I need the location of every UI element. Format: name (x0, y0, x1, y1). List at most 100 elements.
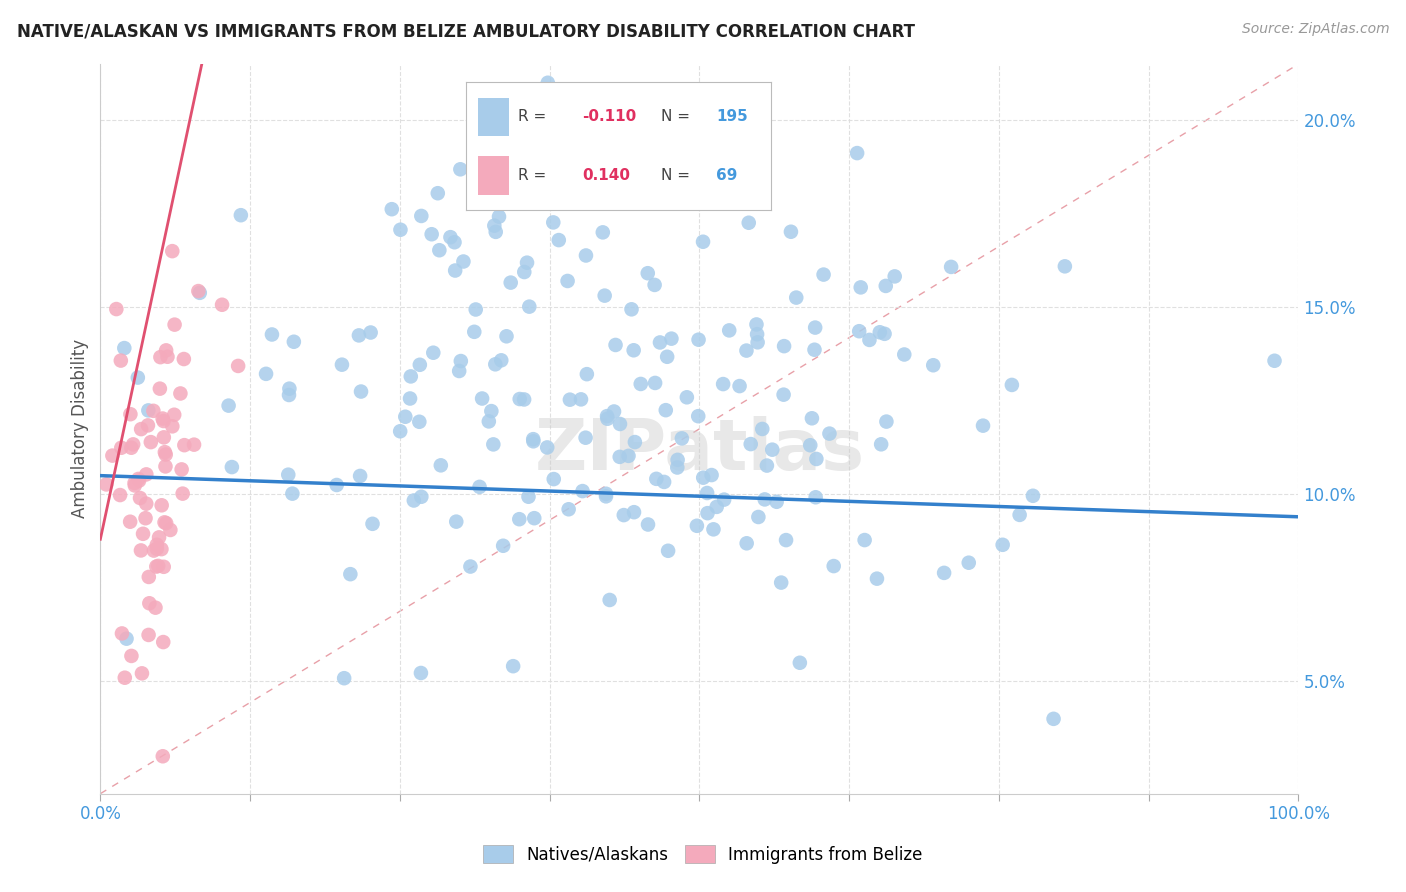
Point (325, 478, 347, 492)
Point (254, 367, 277, 381)
Point (120, 515, 142, 529)
Point (745, 327, 768, 342)
Point (464, 302, 486, 317)
Point (135, 511, 157, 525)
Point (278, 382, 301, 396)
Point (745, 318, 768, 332)
Point (609, 450, 631, 464)
Point (804, 490, 827, 504)
Point (135, 467, 157, 482)
Point (543, 215, 565, 229)
Point (484, 219, 506, 233)
Point (780, 225, 803, 239)
Point (853, 533, 876, 547)
Point (742, 145, 765, 159)
Point (666, 460, 689, 475)
Point (120, 441, 142, 455)
Point (883, 269, 905, 284)
Point (399, 369, 422, 384)
Point (676, 390, 699, 404)
Point (155, 516, 177, 531)
Point (593, 288, 616, 302)
Point (420, 227, 443, 242)
Point (1008, 508, 1031, 522)
Point (484, 357, 506, 371)
Point (613, 508, 636, 522)
Point (657, 543, 679, 558)
Point (159, 523, 181, 537)
Point (537, 76, 560, 90)
Point (333, 671, 356, 685)
Point (1053, 260, 1076, 274)
Point (460, 559, 482, 574)
Point (755, 458, 778, 473)
Point (360, 326, 382, 340)
Point (875, 415, 897, 429)
Point (120, 648, 142, 663)
Point (499, 276, 522, 290)
Point (138, 596, 160, 610)
Point (623, 505, 645, 519)
Point (426, 186, 449, 201)
Point (135, 497, 157, 511)
Point (575, 367, 598, 381)
Point (688, 409, 710, 424)
Point (260, 327, 283, 342)
Legend: Natives/Alaskans, Immigrants from Belize: Natives/Alaskans, Immigrants from Belize (477, 838, 929, 871)
Point (718, 323, 741, 337)
Point (96, 477, 118, 491)
Point (399, 392, 422, 406)
Point (153, 516, 176, 530)
Point (122, 437, 145, 451)
Point (789, 656, 811, 670)
Point (491, 353, 513, 368)
Point (108, 488, 131, 502)
Point (599, 593, 621, 607)
Point (517, 300, 540, 314)
Point (138, 628, 160, 642)
Point (508, 512, 530, 526)
Point (522, 434, 544, 449)
Point (155, 459, 177, 474)
Point (700, 468, 723, 483)
Point (163, 408, 186, 422)
Point (747, 335, 769, 350)
Point (761, 442, 783, 457)
Point (444, 263, 467, 277)
Point (485, 225, 508, 239)
Point (866, 572, 889, 586)
Point (648, 335, 671, 350)
Point (557, 274, 579, 288)
Point (591, 179, 613, 194)
Point (596, 409, 619, 423)
Point (738, 216, 761, 230)
Point (142, 404, 165, 418)
Point (939, 260, 962, 274)
Point (443, 235, 465, 250)
Point (449, 364, 471, 378)
Point (349, 469, 371, 483)
Point (558, 392, 581, 407)
Point (644, 277, 666, 292)
Point (155, 343, 177, 358)
Point (105, 301, 128, 316)
Point (411, 209, 433, 223)
Point (479, 404, 502, 418)
Point (873, 326, 896, 341)
Point (849, 280, 872, 294)
Point (162, 244, 184, 259)
Point (517, 490, 540, 504)
Point (848, 324, 870, 338)
Point (803, 343, 825, 357)
Point (922, 358, 945, 372)
Point (422, 345, 444, 359)
Point (846, 146, 869, 161)
Point (509, 392, 531, 406)
Point (893, 347, 915, 361)
Point (686, 518, 709, 533)
Point (128, 474, 150, 488)
Point (513, 392, 536, 407)
Point (595, 487, 617, 501)
Point (112, 341, 135, 355)
Point (149, 350, 172, 364)
